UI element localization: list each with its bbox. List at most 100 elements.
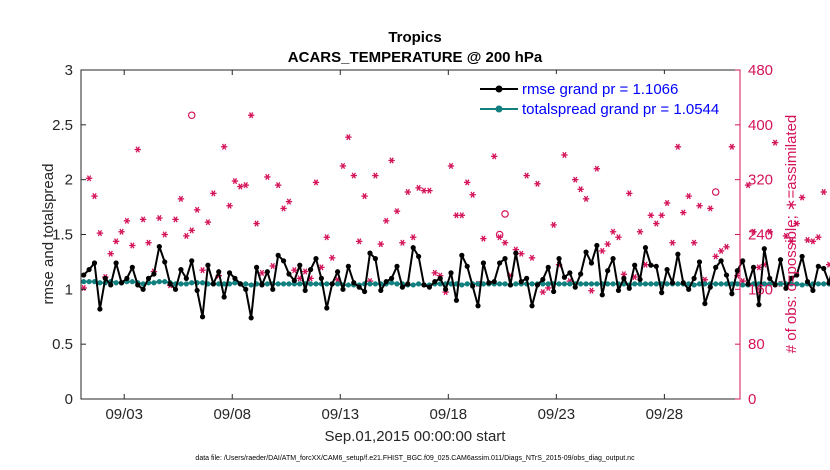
obs-assimilated-marker [809,238,817,245]
rmse-point [345,263,351,269]
rmse-point [799,253,805,260]
rmse-point [551,288,557,295]
rmse-point [707,284,713,290]
obs-assimilated-marker [404,188,411,196]
rmse-point [475,303,481,309]
obs-assimilated-marker [361,193,368,200]
rmse-point [729,291,735,297]
legend-spread-label: totalspread grand pr = 1.0544 [522,101,719,118]
obs-assimilated-marker [804,236,811,244]
rmse-point [324,305,330,311]
rmse-point [518,279,524,285]
totalspread-point [696,281,703,287]
rmse-point [156,243,162,250]
totalspread-point [394,281,400,287]
obs-assimilated-marker [388,157,395,164]
rmse-point [140,286,146,292]
totalspread-point [799,282,805,288]
y-right-tick-label: 320 [748,172,773,189]
rmse-point [513,250,519,256]
rmse-point [567,270,573,276]
rmse-point [815,263,821,269]
obs-assimilated-marker [653,220,660,227]
totalspread-point [556,281,562,287]
obs-assimilated-marker [820,188,827,196]
rmse-point [723,272,730,278]
obs-assimilated-marker [112,238,120,245]
rmse-point [605,268,611,274]
obs-assimilated-marker [280,205,287,212]
obs-assimilated-marker [372,172,379,179]
obs-assimilated-marker [129,242,136,249]
legend-spread-marker [495,105,503,113]
x-tick-label: 09/13 [322,406,360,423]
rmse-point [194,287,200,294]
rmse-point [199,314,206,320]
obs-assimilated-marker [85,175,93,182]
obs-assimilated-marker [377,240,384,248]
rmse-point [821,265,827,272]
obs-assimilated-marker [663,199,671,207]
rmse-point [372,256,378,262]
x-tick-label: 09/18 [430,406,468,423]
totalspread-point [81,279,87,285]
totalspread-point [740,282,746,288]
y-axis-right: 0 80 160 240 320 400 480 [735,62,773,408]
totalspread-point [286,281,292,287]
obs-possible-marker [495,230,504,239]
rmse-point [243,286,249,292]
totalspread-point [610,281,616,287]
obs-assimilated-marker [415,184,422,191]
totalspread-point [821,281,827,287]
rmse-point [594,242,600,249]
y-right-tick-label: 400 [748,117,773,134]
rmse-point [437,275,443,281]
totalspread-point [529,281,535,287]
totalspread-point [713,281,719,287]
rmse-point [556,256,562,262]
rmse-point [826,280,830,286]
obs-assimilated-marker [674,143,682,150]
obs-assimilated-marker [755,264,763,271]
totalspread-point [324,281,330,287]
obs-assimilated-marker [582,195,590,202]
obs-possible-marker [187,111,196,120]
obs-assimilated-marker [518,250,525,257]
obs-assimilated-marker [788,238,795,245]
rmse-point [113,260,119,266]
rmse-point [459,252,465,258]
rmse-point [167,281,173,287]
totalspread-point [156,279,162,285]
rmse-point [124,275,130,281]
y-tick-label: 1.5 [52,227,73,244]
obs-assimilated-marker [523,172,530,179]
rmse-point [702,300,708,307]
obs-assimilated-marker [172,216,179,223]
totalspread-point [388,280,395,286]
totalspread-point [464,281,470,287]
x-axis-label: Sep.01,2015 00:00:00 start [325,428,507,445]
y-right-tick-label: 0 [748,391,756,408]
y-right-tick-label: 160 [748,281,773,298]
totalspread-point [280,281,287,287]
rmse-point [313,256,319,262]
rmse-point [183,275,189,281]
totalspread-point [297,281,303,287]
obs-assimilated-marker [253,220,260,227]
totalspread-point [815,281,821,287]
totalspread-point [588,281,595,287]
rmse-point [189,258,195,264]
rmse-point [151,271,157,277]
rmse-point [275,252,281,258]
rmse-point [680,280,686,286]
obs-assimilated-marker [647,212,655,219]
rmse-point [383,279,389,285]
obs-assimilated-marker [680,209,687,216]
x-tick-label: 09/28 [646,406,684,423]
rmse-point [545,264,551,270]
legend-rmse-label: rmse grand pr = 1.1066 [522,81,678,98]
legend-box [470,74,738,122]
obs-assimilated-marker [91,193,98,200]
rmse-point [626,285,632,291]
obs-assimilated-marker [285,198,293,205]
